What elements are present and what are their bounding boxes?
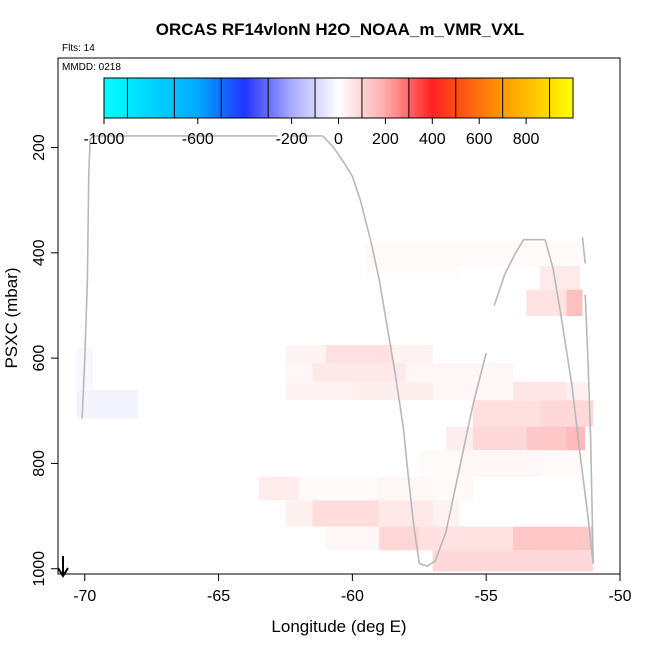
plot-frame	[57, 57, 621, 575]
heatmap-cell	[76, 389, 139, 419]
flight-track-segment	[584, 294, 594, 564]
heatmap-cell	[285, 500, 313, 527]
heatmap-cell	[379, 500, 433, 527]
y-tick-label: 200	[31, 134, 48, 161]
heatmap-cell	[379, 526, 420, 551]
flight-track-segment	[493, 238, 546, 306]
colorbar-tick-label: -600	[182, 131, 214, 148]
y-tick-label: 400	[31, 239, 48, 266]
heatmap-cell	[432, 500, 460, 527]
heatmap-cell	[405, 363, 513, 382]
date-label: MMDD: 0218	[62, 62, 121, 73]
heatmap-cell	[285, 381, 353, 401]
x-axis: -70 -65 -60 -55 -50	[73, 574, 632, 605]
flight-track-segment	[419, 352, 487, 567]
heatmap-cell	[419, 526, 513, 551]
x-tick-label: -50	[608, 588, 631, 605]
flight-track-segment	[322, 135, 421, 564]
arrow-down-icon	[57, 556, 69, 578]
heatmap-cell	[432, 476, 473, 501]
heatmap-cell	[312, 500, 380, 527]
heatmap-cell	[432, 550, 594, 572]
flight-track-segment	[81, 135, 94, 419]
x-tick-label: -60	[341, 588, 364, 605]
heatmap-cell	[392, 344, 433, 364]
heatmap-cell	[325, 344, 393, 364]
heatmap-cell	[539, 265, 580, 290]
heatmap-cell	[566, 289, 583, 316]
heatmap-cell	[298, 476, 380, 501]
x-tick-label: -65	[207, 588, 230, 605]
heatmap-cell	[512, 381, 567, 401]
colorbar-tick-label: 600	[466, 131, 493, 148]
colorbar-tick-label: 400	[419, 131, 446, 148]
heatmap-cell	[526, 426, 567, 451]
x-axis-title: Longitude (deg E)	[271, 617, 406, 636]
colorbar-ticks: -1000 -600 -200 0 200 400 600 800	[84, 78, 551, 148]
colorbar-tick-label: 0	[334, 131, 343, 148]
heatmap-cell	[285, 363, 313, 382]
y-axis-title: PSXC (mbar)	[2, 267, 21, 368]
heatmap-cell	[566, 381, 588, 401]
colorbar-tick-label: -1000	[84, 131, 125, 148]
y-tick-label: 800	[31, 450, 48, 477]
x-tick-label: -70	[73, 588, 96, 605]
heatmap-cell	[472, 400, 540, 427]
heatmap-cells	[76, 242, 594, 572]
heatmap-cell	[459, 450, 540, 477]
colorbar-tick-label: -200	[276, 131, 308, 148]
heatmap-cell	[258, 476, 299, 501]
colorbar-gradient	[103, 77, 574, 119]
chart-title: ORCAS RF14vlonN H2O_NOAA_m_VMR_VXL	[156, 20, 524, 39]
heatmap-cell	[419, 450, 460, 477]
heatmap-cell	[446, 426, 473, 451]
colorbar-tick-label: 800	[513, 131, 540, 148]
heatmap-cell	[312, 363, 406, 382]
heatmap-cell	[365, 242, 580, 266]
heatmap-cell	[512, 526, 594, 551]
x-tick-label: -55	[475, 588, 498, 605]
flight-track-segment	[544, 239, 594, 564]
heatmap-cell	[432, 381, 513, 401]
heatmap-cell	[539, 450, 580, 477]
plot-area: MMDD: 0218	[57, 57, 621, 578]
heatmap-cell	[365, 265, 460, 280]
heatmap-cell	[379, 476, 433, 501]
flights-label: Flts: 14	[62, 43, 95, 54]
y-tick-label: 600	[31, 345, 48, 372]
y-tick-label: 1000	[31, 551, 48, 587]
heatmap-cell	[472, 426, 527, 451]
colorbar: -1000 -600 -200 0 200 400 600 800	[84, 77, 574, 148]
heatmap-cell	[285, 344, 326, 364]
heatmap-cell	[325, 526, 380, 551]
heatmap-cell	[539, 400, 594, 427]
flight-track-segment	[581, 236, 586, 264]
y-axis: 200 400 600 800 1000	[31, 134, 58, 587]
colorbar-tick-label: 200	[372, 131, 399, 148]
heatmap-cell	[566, 426, 586, 451]
flight-track	[81, 135, 594, 567]
heatmap-cell	[352, 381, 433, 401]
